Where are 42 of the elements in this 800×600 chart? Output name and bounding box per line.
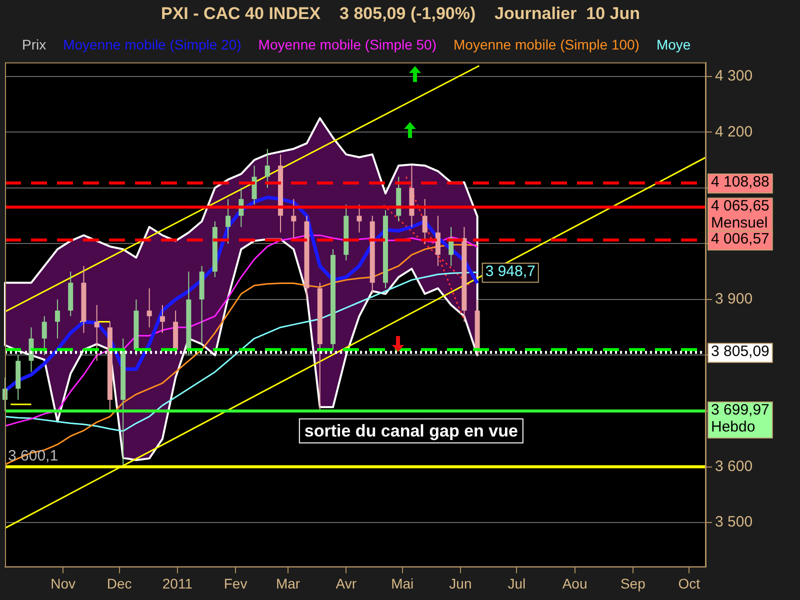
y-tick-label: 4 200 xyxy=(715,123,753,140)
candlestick xyxy=(160,304,165,334)
x-tick-label: Mar xyxy=(276,575,300,592)
candlestick xyxy=(291,198,296,239)
y-tick-label: 3 600 xyxy=(715,458,753,475)
annotation: sortie du canal gap en vue xyxy=(304,422,518,441)
candlestick xyxy=(94,304,100,362)
text: Moye xyxy=(656,36,691,52)
x-tick-label: Jul xyxy=(508,575,526,592)
candlestick xyxy=(226,198,231,244)
data-label: 3 948,7 xyxy=(485,262,536,280)
x-tick-label: Oct xyxy=(678,575,700,592)
ref-line-label: 4 006,57 xyxy=(711,230,770,248)
candlestick xyxy=(356,204,362,234)
x-tick-label: Avr xyxy=(336,575,357,592)
chart-title: PXI - CAC 40 INDEX 3 805,09 (-1,90%) Journalier 10 Jun xyxy=(160,4,640,23)
x-tick-label: Fev xyxy=(224,575,248,592)
text: Moyenne mobile (Simple 50) xyxy=(258,36,437,52)
x-tick-label: Mai xyxy=(391,575,414,592)
text: Prix xyxy=(22,36,46,52)
text: Moyenne mobile (Simple 20) xyxy=(63,36,242,52)
y-tick-label: 4 300 xyxy=(715,67,753,84)
candlestick xyxy=(146,288,152,328)
ref-line-label: 3 699,97 Hebdo xyxy=(711,402,770,436)
x-tick-label: 2011 xyxy=(162,575,193,592)
candlestick xyxy=(264,148,270,188)
x-tick-label: Sep xyxy=(620,575,646,592)
y-tick-label: 3 900 xyxy=(715,290,753,308)
candlestick xyxy=(422,198,428,244)
ref-line-label: 4 065,65 Mensuel xyxy=(711,198,770,232)
ref-line-label: 4 108,88 xyxy=(711,174,770,191)
ref-line-label: 3 805,09 xyxy=(711,343,770,360)
candlestick xyxy=(435,215,440,266)
x-tick-label: Nov xyxy=(50,575,76,592)
x-tick-label: Dec xyxy=(106,575,132,592)
text: Moyenne mobile (Simple 100) xyxy=(453,36,640,52)
x-tick-label: Jun xyxy=(449,575,472,592)
candlestick xyxy=(42,316,47,356)
x-tick-label: Aou xyxy=(562,575,588,592)
y-tick-label: 3 500 xyxy=(715,514,753,531)
candlestick xyxy=(54,298,60,340)
ref-line-label: 3 600,1 xyxy=(8,447,58,464)
